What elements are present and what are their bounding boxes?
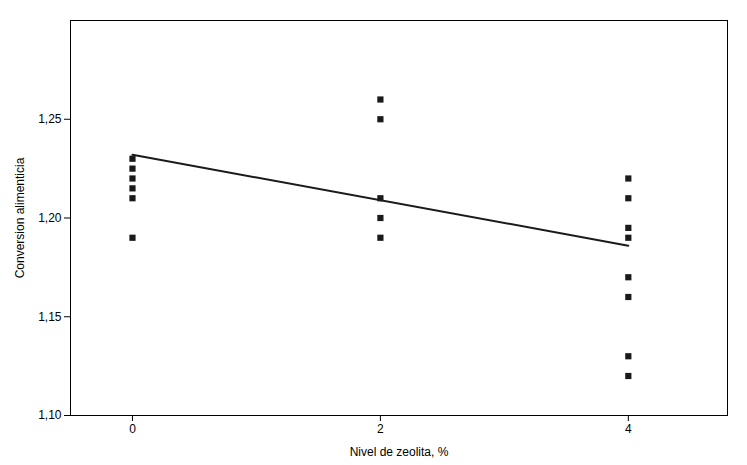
svg-text:0: 0 — [129, 422, 136, 436]
svg-text:1,20: 1,20 — [38, 211, 62, 225]
svg-text:Conversion alimenticia: Conversion alimenticia — [13, 157, 27, 278]
svg-text:4: 4 — [625, 422, 632, 436]
svg-text:1,15: 1,15 — [38, 310, 62, 324]
svg-text:1,25: 1,25 — [38, 112, 62, 126]
svg-text:2: 2 — [377, 422, 384, 436]
svg-text:Nivel de zeolita, %: Nivel de zeolita, % — [350, 445, 449, 459]
svg-text:1,10: 1,10 — [38, 408, 62, 422]
